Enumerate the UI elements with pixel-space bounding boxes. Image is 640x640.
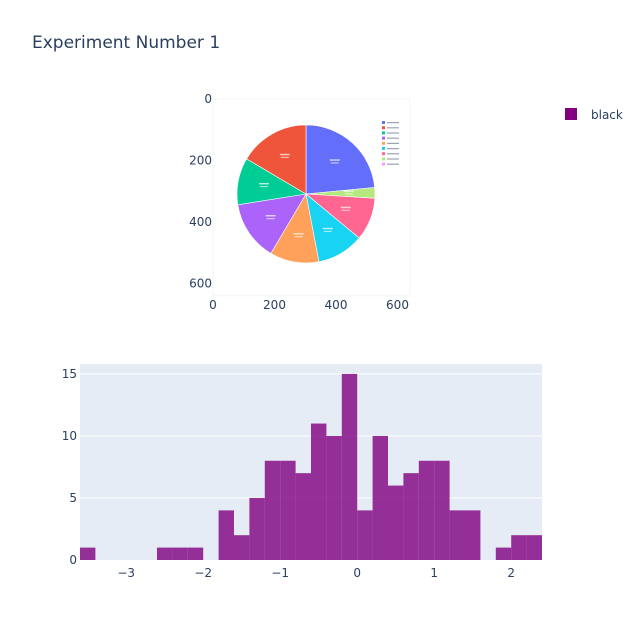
pie-slice-label [344,193,353,195]
histogram-bar [465,510,481,560]
embedded-legend-swatch [382,126,385,130]
histogram-x-tick-label: −1 [271,566,289,580]
image-x-tick-label: 0 [209,298,217,312]
histogram-bar [187,547,204,560]
histogram-bar [280,460,296,560]
histogram-bar [218,510,234,560]
image-y-tick-label: 200 [189,154,212,168]
histogram-bar [326,435,342,560]
image-x-tick-label: 600 [386,298,409,312]
pie-slice-label [322,227,333,230]
histogram-y-tick-label: 5 [69,491,77,505]
embedded-legend-label [387,132,399,134]
histogram-bar [495,547,512,560]
pie-slice-label [330,162,339,164]
image-y-tick-label: 400 [189,215,212,229]
histogram-bar [434,460,450,560]
pie-slice-label [341,209,350,211]
histogram-bar [449,510,465,560]
pie-slice-label [343,190,354,192]
embedded-legend-label [387,153,399,155]
pie-slice [246,124,307,195]
embedded-pie-image [236,121,399,264]
image-x-tick-label: 200 [263,298,286,312]
image-x-tick-label: 400 [325,298,348,312]
histogram-subplot: −3 −2 −1 0 1 2 0 5 10 15 [62,364,542,580]
legend-swatch-black[interactable] [565,108,577,120]
histogram-x-tick-label: 1 [430,566,438,580]
histogram-bar [341,373,358,560]
histogram-x-tick-label: 2 [507,566,515,580]
pie-slice-label [279,153,290,156]
embedded-legend-swatch [382,147,385,150]
image-subplot: 0 200 400 600 0 200 400 600 [189,92,411,312]
histogram-bar [249,497,265,560]
embedded-legend-label [387,137,399,139]
embedded-legend-label [387,148,399,150]
histogram-bar [418,460,435,560]
embedded-legend-label [387,122,399,124]
pie-slice-label [265,215,276,217]
pie-slice-label [293,233,304,235]
pie-slice-label [323,230,332,233]
embedded-legend-swatch [382,152,385,156]
embedded-legend-swatch [382,131,385,135]
histogram-bar [172,547,188,560]
pie-slice-label [266,218,275,220]
histogram-bar [372,435,388,560]
pie-slice-label [340,206,351,209]
histogram-bar [295,473,311,560]
histogram-y-tick-label: 0 [69,553,77,567]
embedded-legend-swatch [382,141,385,145]
histogram-bar [311,423,327,560]
histogram-bar [403,473,419,560]
pie-slice-label [280,156,289,159]
histogram-bar [511,535,527,560]
chart-title: Experiment Number 1 [32,33,221,53]
histogram-x-tick-label: −3 [117,566,135,580]
embedded-legend-swatch [382,136,385,140]
embedded-legend-label [387,127,399,129]
histogram-bar [526,535,542,560]
histogram-x-tick-label: −2 [194,566,212,580]
embedded-legend-swatch [382,162,385,166]
histogram-y-tick-label: 15 [62,367,77,381]
embedded-legend-label [387,158,399,160]
histogram-x-tick-label: 0 [353,566,361,580]
pie-slice [305,124,376,195]
histogram-bar [157,547,173,560]
image-y-tick-label: 0 [204,92,212,106]
histogram-bar [357,510,373,560]
embedded-legend-swatch [382,121,385,124]
histogram-bar [234,535,250,560]
embedded-legend-label [387,163,399,165]
embedded-legend-label [387,142,399,144]
pie-slice-label [329,159,340,161]
legend[interactable]: black [565,108,623,122]
pie-slice-label [294,236,303,238]
pie-slice-label [259,185,268,188]
legend-label-black[interactable]: black [591,108,623,122]
pie-slice-label [258,182,269,185]
histogram-bar [80,547,96,560]
pie-slice [237,193,307,254]
image-y-tick-label: 600 [189,277,212,291]
embedded-legend-swatch [382,157,385,161]
histogram-bar [264,460,281,560]
histogram-y-tick-label: 10 [62,429,77,443]
histogram-bar [388,485,404,560]
